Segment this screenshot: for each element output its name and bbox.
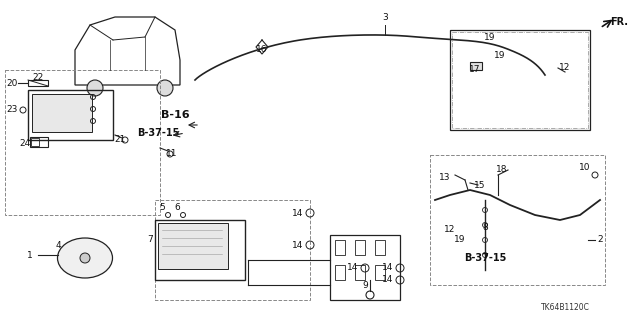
Bar <box>28 80 48 86</box>
Text: 3: 3 <box>382 13 388 23</box>
Text: 16: 16 <box>256 46 268 55</box>
Text: 13: 13 <box>439 173 451 182</box>
Bar <box>450 30 590 130</box>
Bar <box>452 32 588 128</box>
Text: 19: 19 <box>454 235 466 244</box>
Bar <box>158 223 228 269</box>
Text: B-37-15: B-37-15 <box>137 128 179 138</box>
Text: FR.: FR. <box>610 17 628 27</box>
Bar <box>32 94 92 132</box>
Bar <box>375 265 385 280</box>
Text: 4: 4 <box>55 241 61 249</box>
Text: 19: 19 <box>494 50 506 60</box>
Text: 20: 20 <box>6 78 18 87</box>
Text: 12: 12 <box>444 226 456 234</box>
Text: 14: 14 <box>348 263 358 272</box>
Text: 21: 21 <box>115 136 125 145</box>
Text: 18: 18 <box>496 166 508 174</box>
Text: 11: 11 <box>166 149 178 158</box>
Text: 17: 17 <box>469 65 481 75</box>
Bar <box>155 200 310 300</box>
Bar <box>430 155 605 285</box>
Bar <box>330 235 400 300</box>
Bar <box>155 220 245 280</box>
Text: 1: 1 <box>27 250 33 259</box>
Text: B-37-15: B-37-15 <box>464 253 506 263</box>
Ellipse shape <box>58 238 113 278</box>
Text: 24: 24 <box>19 138 31 147</box>
Text: 22: 22 <box>33 73 44 83</box>
Text: 10: 10 <box>579 162 591 172</box>
Bar <box>355 265 365 280</box>
Circle shape <box>80 253 90 263</box>
Bar <box>5 70 160 215</box>
Text: 7: 7 <box>147 235 153 244</box>
Text: 12: 12 <box>559 63 571 72</box>
Text: TK64B1120C: TK64B1120C <box>541 303 590 313</box>
Text: 8: 8 <box>482 224 488 233</box>
Bar <box>375 240 385 255</box>
Text: 14: 14 <box>292 241 304 249</box>
Bar <box>335 240 345 255</box>
Bar <box>470 62 482 70</box>
Text: 9: 9 <box>362 280 368 290</box>
Text: 14: 14 <box>382 276 394 285</box>
Circle shape <box>87 80 103 96</box>
Circle shape <box>157 80 173 96</box>
Bar <box>30 137 48 147</box>
Bar <box>355 240 365 255</box>
Text: 19: 19 <box>484 33 496 42</box>
Text: 14: 14 <box>382 263 394 272</box>
Bar <box>31 138 39 146</box>
Bar <box>335 265 345 280</box>
Text: 23: 23 <box>6 106 18 115</box>
Text: 2: 2 <box>597 235 603 244</box>
Text: 6: 6 <box>174 204 180 212</box>
Text: 5: 5 <box>159 204 165 212</box>
Text: 15: 15 <box>474 181 486 189</box>
Bar <box>28 90 113 140</box>
Text: 14: 14 <box>292 209 304 218</box>
Text: B-16: B-16 <box>161 110 189 120</box>
